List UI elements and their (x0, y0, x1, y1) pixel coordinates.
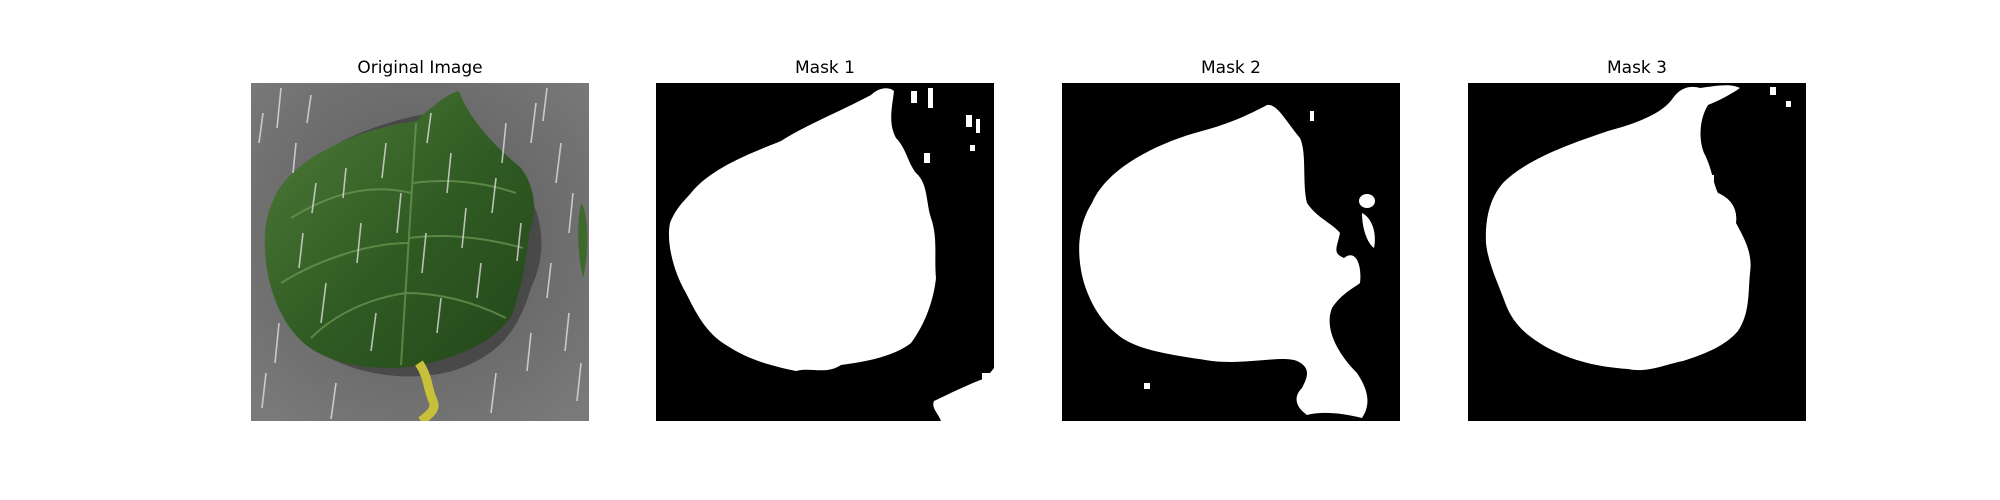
panel-title: Mask 2 (1200, 58, 1261, 78)
panel-title: Original Image (357, 58, 483, 78)
panel-title: Mask 3 (1606, 58, 1667, 78)
leaf-stem (415, 360, 439, 421)
panel-original-image: Original Image (251, 58, 589, 421)
mask-region (1485, 85, 1751, 371)
leaf-veins (280, 122, 524, 366)
mask-specks (1144, 111, 1375, 389)
leaf (264, 91, 534, 368)
original-image (251, 83, 589, 421)
mask-specks (1708, 87, 1791, 308)
panel-mask-1: Mask 1 (656, 58, 994, 421)
mask-3-image (1468, 83, 1806, 421)
panel-title: Mask 1 (794, 58, 855, 78)
mask-2-image (1062, 83, 1400, 421)
panel-mask-3: Mask 3 (1468, 58, 1806, 421)
rain-streaks (258, 87, 582, 420)
mask-region (1079, 104, 1368, 418)
mask-region (668, 88, 936, 372)
panel-mask-2: Mask 2 (1062, 58, 1400, 421)
side-leaf-edge (578, 203, 588, 278)
mask-specks (911, 88, 994, 421)
mask-1-image (656, 83, 994, 421)
